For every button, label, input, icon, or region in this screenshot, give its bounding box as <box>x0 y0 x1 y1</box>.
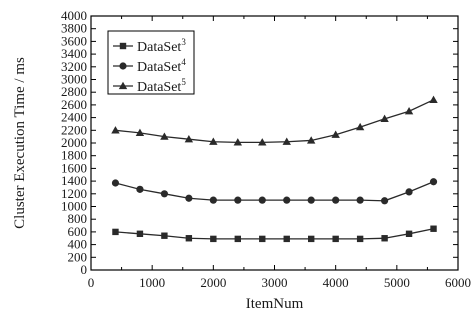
data-point <box>356 235 364 243</box>
series-line <box>115 99 434 144</box>
data-point <box>209 137 218 145</box>
data-point <box>258 138 267 146</box>
legend-marker <box>118 81 128 90</box>
x-tick-label: 5000 <box>384 275 410 290</box>
data-point <box>331 130 340 138</box>
x-axis-label: ItemNum <box>246 296 304 312</box>
data-point <box>429 95 438 103</box>
data-point <box>405 188 413 196</box>
legend-item: DataSet3 <box>113 37 186 55</box>
series-layer <box>111 95 438 243</box>
data-point <box>234 235 241 243</box>
y-axis-label: Cluster Execution Time / ms <box>12 57 28 229</box>
data-point <box>332 235 339 243</box>
data-point <box>111 179 120 187</box>
y-tick-label: 0 <box>81 262 88 277</box>
data-point <box>185 194 193 202</box>
data-point <box>210 235 217 243</box>
y-tick-label: 2200 <box>61 122 87 137</box>
data-point <box>112 228 119 236</box>
data-point <box>161 232 168 239</box>
data-point <box>259 235 266 243</box>
legend-superscript: 3 <box>181 37 186 47</box>
y-tick-label: 400 <box>68 237 88 252</box>
series-line <box>115 181 434 202</box>
legend-superscript: 4 <box>181 57 186 67</box>
y-tick-label: 3200 <box>61 59 87 74</box>
x-tick-label: 3000 <box>262 275 288 290</box>
y-tick-label: 600 <box>68 224 88 239</box>
series-triangle-5 <box>111 95 438 146</box>
y-tick-label: 4000 <box>61 8 87 23</box>
data-point <box>381 235 388 242</box>
data-point <box>429 178 438 186</box>
ticks-layer: 0 1000 2000 3000 4000 5000 6000020040060080010… <box>61 8 471 290</box>
data-point <box>160 132 169 140</box>
legend-item: DataSet5 <box>113 77 186 95</box>
legend-marker <box>119 42 127 50</box>
data-point <box>184 134 194 143</box>
y-tick-label: 1800 <box>61 148 87 163</box>
data-point <box>405 230 413 238</box>
data-point <box>283 196 291 204</box>
data-point <box>355 122 365 131</box>
data-point <box>136 185 144 193</box>
data-point <box>380 114 389 123</box>
y-tick-label: 3800 <box>61 21 87 36</box>
data-point <box>307 136 316 144</box>
y-tick-label: 1400 <box>61 173 87 188</box>
legend-marker <box>119 62 127 70</box>
y-tick-label: 1000 <box>61 199 87 214</box>
legend-superscript: 5 <box>181 77 186 87</box>
x-tick-label: 1000 <box>139 275 165 290</box>
data-point <box>136 230 144 238</box>
y-tick-label: 2400 <box>61 110 87 125</box>
data-point <box>185 235 193 242</box>
legend-label: DataSet3 <box>137 37 186 55</box>
data-point <box>356 196 364 204</box>
y-tick-label: 1200 <box>61 186 87 201</box>
data-point <box>307 196 315 204</box>
series-square-3 <box>112 225 437 243</box>
y-tick-label: 3000 <box>61 72 87 87</box>
x-tick-label: 2000 <box>200 275 226 290</box>
y-tick-label: 3600 <box>61 33 87 48</box>
legend: DataSet3 DataSet4 DataSet5 <box>107 30 195 95</box>
data-point <box>283 235 290 243</box>
y-tick-label: 2600 <box>61 97 87 112</box>
y-tick-label: 200 <box>68 249 88 264</box>
x-tick-label: 0 <box>88 275 95 290</box>
legend-item: DataSet4 <box>113 57 186 75</box>
data-point <box>234 196 242 204</box>
data-point <box>404 107 414 115</box>
data-point <box>332 196 340 204</box>
series-circle-4 <box>111 178 438 205</box>
series-line <box>115 228 434 240</box>
data-point <box>282 137 291 145</box>
data-point <box>381 197 389 205</box>
x-tick-label: 6000 <box>445 275 471 290</box>
y-axis-label-group: Cluster Execution Time / ms <box>12 57 28 229</box>
data-point <box>430 225 437 232</box>
data-point <box>258 196 266 204</box>
y-tick-label: 3400 <box>61 46 87 61</box>
y-tick-label: 1600 <box>61 160 87 175</box>
legend-label: DataSet5 <box>137 77 186 95</box>
data-point <box>160 190 168 198</box>
data-point <box>308 235 315 243</box>
legend-label: DataSet4 <box>137 57 186 75</box>
y-tick-label: 2800 <box>61 84 87 99</box>
data-point <box>209 196 217 204</box>
y-tick-label: 2000 <box>61 135 87 150</box>
data-point <box>111 126 120 134</box>
x-tick-label: 4000 <box>323 275 349 290</box>
y-tick-label: 800 <box>68 211 88 226</box>
data-point <box>233 138 242 146</box>
data-point <box>135 128 145 136</box>
